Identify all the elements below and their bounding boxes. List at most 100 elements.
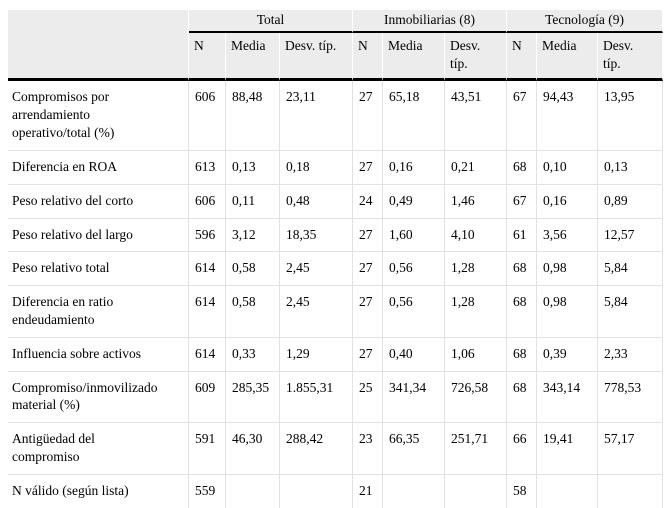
value-cell: 0,10 (537, 150, 599, 185)
value-cell: 0,16 (537, 184, 599, 219)
value-cell: 3,56 (537, 218, 599, 253)
value-cell: 0,98 (537, 286, 599, 338)
col-header-n-inmobiliarias: N (353, 32, 384, 82)
value-cell: 58 (507, 474, 538, 508)
table-header: Total Inmobiliarias (8) Tecnología (9) N… (8, 10, 664, 82)
value-cell: 0,40 (383, 337, 446, 372)
table-row: Diferencia en ratio endeudamiento 614 0,58… (8, 286, 664, 338)
row-label: Antigüedad del compromiso (8, 423, 189, 475)
value-cell: 1.855,31 (280, 371, 354, 424)
value-cell: 0,13 (598, 150, 664, 185)
table-body: Compromisos por arrendamiento operativo/… (8, 81, 664, 508)
stat-header-row: N Media Desv. típ. N Media Desv. típ. N … (8, 32, 664, 82)
value-cell: 614 (189, 337, 226, 372)
value-cell: 94,43 (537, 81, 599, 151)
row-label-header-spacer (8, 10, 189, 33)
value-cell (537, 474, 599, 508)
value-cell: 1,60 (383, 218, 446, 253)
value-cell: 1,29 (280, 337, 354, 372)
value-cell: 0,39 (537, 337, 599, 372)
table-row: Diferencia en ROA 613 0,13 0,18 27 0,16 0,21 68… (8, 150, 664, 185)
value-cell: 5,84 (598, 286, 664, 338)
value-cell (383, 474, 446, 508)
value-cell: 2,45 (280, 252, 354, 287)
value-cell: 4,10 (445, 218, 508, 253)
value-cell (445, 474, 508, 508)
row-label: Diferencia en ratio endeudamiento (8, 286, 189, 338)
value-cell: 0,21 (445, 150, 508, 185)
value-cell: 68 (507, 371, 538, 424)
value-cell: 1,28 (445, 252, 508, 287)
value-cell: 19,41 (537, 423, 599, 475)
col-header-desv-tecnologia: Desv. típ. (598, 32, 664, 82)
col-header-n-total: N (189, 32, 226, 82)
value-cell: 0,58 (226, 286, 280, 338)
value-cell (280, 474, 354, 508)
value-cell: 27 (353, 286, 384, 338)
col-header-media-total: Media (226, 32, 280, 82)
value-cell: 88,48 (226, 81, 280, 151)
value-cell: 43,51 (445, 81, 508, 151)
row-label: Diferencia en ROA (8, 150, 189, 185)
value-cell: 65,18 (383, 81, 446, 151)
value-cell: 0,58 (226, 252, 280, 287)
value-cell (598, 474, 664, 508)
value-cell: 288,42 (280, 423, 354, 475)
value-cell: 12,57 (598, 218, 664, 253)
value-cell: 25 (353, 371, 384, 424)
value-cell: 341,34 (383, 371, 446, 424)
value-cell: 68 (507, 252, 538, 287)
value-cell: 0,48 (280, 184, 354, 219)
row-label: Compromisos por arrendamiento operativo/… (8, 81, 189, 151)
value-cell: 66,35 (383, 423, 446, 475)
table-row: Compromisos por arrendamiento operativo/… (8, 81, 664, 151)
value-cell: 24 (353, 184, 384, 219)
descriptive-statistics-table: Total Inmobiliarias (8) Tecnología (9) N… (8, 10, 664, 508)
value-cell: 0,56 (383, 286, 446, 338)
value-cell: 251,71 (445, 423, 508, 475)
table-row: Compromiso/inmovilizado material (%) 609 2… (8, 371, 664, 424)
value-cell: 27 (353, 252, 384, 287)
value-cell: 343,14 (537, 371, 599, 424)
row-label-header-cell (8, 32, 189, 82)
value-cell: 614 (189, 252, 226, 287)
value-cell: 27 (353, 218, 384, 253)
value-cell: 2,45 (280, 286, 354, 338)
value-cell: 559 (189, 474, 226, 508)
table-row: Peso relativo del largo 596 3,12 18,35 27 1,6… (8, 218, 664, 253)
col-header-n-tecnologia: N (507, 32, 538, 82)
value-cell: 67 (507, 81, 538, 151)
value-cell: 3,12 (226, 218, 280, 253)
value-cell: 0,33 (226, 337, 280, 372)
table-row: Antigüedad del compromiso 591 46,30 288,42 2… (8, 423, 664, 475)
group-header-tecnologia: Tecnología (9) (507, 10, 664, 33)
value-cell: 613 (189, 150, 226, 185)
value-cell: 614 (189, 286, 226, 338)
value-cell: 67 (507, 184, 538, 219)
group-header-row: Total Inmobiliarias (8) Tecnología (9) (8, 10, 664, 33)
value-cell: 57,17 (598, 423, 664, 475)
value-cell: 0,13 (226, 150, 280, 185)
value-cell: 23 (353, 423, 384, 475)
col-header-desv-total: Desv. típ. (280, 32, 354, 82)
value-cell (226, 474, 280, 508)
row-label: Peso relativo del corto (8, 184, 189, 219)
value-cell: 596 (189, 218, 226, 253)
value-cell: 1,06 (445, 337, 508, 372)
value-cell: 0,11 (226, 184, 280, 219)
value-cell: 606 (189, 81, 226, 151)
col-header-media-inmobiliarias: Media (383, 32, 446, 82)
value-cell: 0,49 (383, 184, 446, 219)
value-cell: 27 (353, 150, 384, 185)
value-cell: 0,18 (280, 150, 354, 185)
value-cell: 5,84 (598, 252, 664, 287)
value-cell: 27 (353, 337, 384, 372)
value-cell: 21 (353, 474, 384, 508)
value-cell: 23,11 (280, 81, 354, 151)
value-cell: 61 (507, 218, 538, 253)
value-cell: 591 (189, 423, 226, 475)
value-cell: 66 (507, 423, 538, 475)
value-cell: 726,58 (445, 371, 508, 424)
table-row: N válido (según lista) 559 21 58 (8, 474, 664, 508)
